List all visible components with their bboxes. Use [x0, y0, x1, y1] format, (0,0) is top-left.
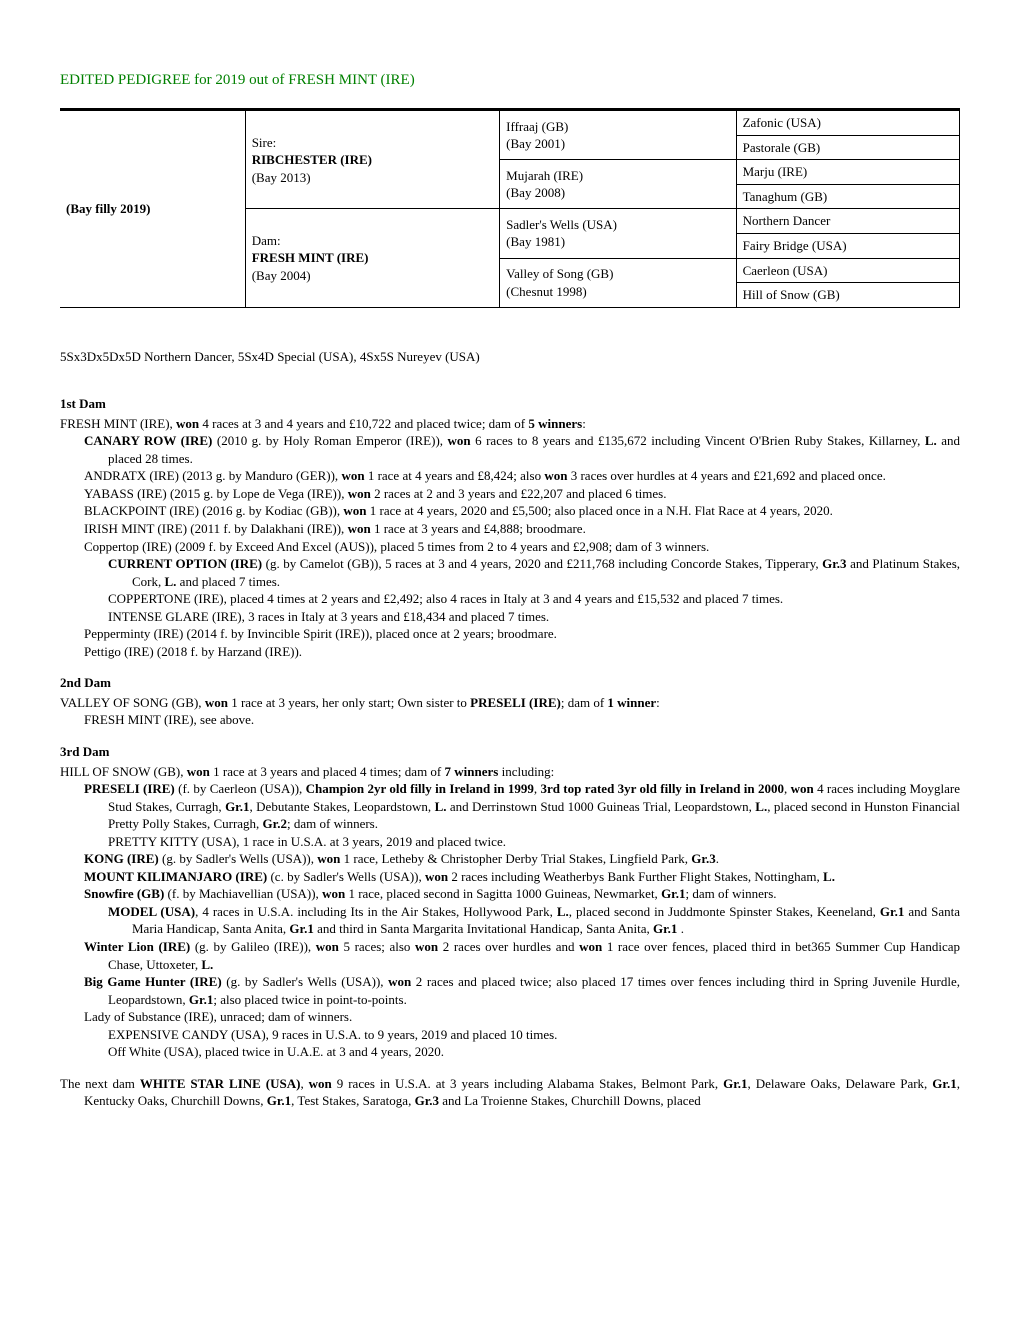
preseli: PRESELI (IRE) (f. by Caerleon (USA)), Ch…	[84, 780, 960, 833]
pedigree-table: (Bay filly 2019) Sire: RIBCHESTER (IRE) …	[60, 110, 960, 307]
dam2-head: 2nd Dam	[60, 674, 960, 692]
pepperminty: Pepperminty (IRE) (2014 f. by Invincible…	[84, 625, 960, 643]
irish-mint: IRISH MINT (IRE) (2011 f. by Dalakhani (…	[84, 520, 960, 538]
yabass: YABASS (IRE) (2015 g. by Lope de Vega (I…	[84, 485, 960, 503]
model: MODEL (USA), 4 races in U.S.A. including…	[108, 903, 960, 938]
big-game-hunter: Big Game Hunter (IRE) (g. by Sadler's We…	[84, 973, 960, 1008]
g4g-cell: Caerleon (USA)	[736, 258, 959, 283]
canary-row: CANARY ROW (IRE) (2010 g. by Holy Roman …	[84, 432, 960, 467]
g3c-cell: Sadler's Wells (USA)(Bay 1981)	[500, 209, 736, 258]
next-dam: The next dam WHITE STAR LINE (USA), won …	[60, 1075, 960, 1110]
dam2-fresh-mint: FRESH MINT (IRE), see above.	[84, 711, 960, 729]
g4h-cell: Hill of Snow (GB)	[736, 283, 959, 308]
lady-of-substance: Lady of Substance (IRE), unraced; dam of…	[84, 1008, 960, 1026]
current-option: CURRENT OPTION (IRE) (g. by Camelot (GB)…	[108, 555, 960, 590]
andratx: ANDRATX (IRE) (2013 g. by Manduro (GER))…	[84, 467, 960, 485]
g4b-cell: Pastorale (GB)	[736, 135, 959, 160]
snowfire: Snowfire (GB) (f. by Machiavellian (USA)…	[84, 885, 960, 903]
dam2-line: VALLEY OF SONG (GB), won 1 race at 3 yea…	[60, 694, 960, 712]
pettigo: Pettigo (IRE) (2018 f. by Harzand (IRE))…	[84, 643, 960, 661]
g4d-cell: Tanaghum (GB)	[736, 184, 959, 209]
dam3-line: HILL OF SNOW (GB), won 1 race at 3 years…	[60, 763, 960, 781]
g3b-cell: Mujarah (IRE)(Bay 2008)	[500, 160, 736, 209]
g3d-cell: Valley of Song (GB)(Chesnut 1998)	[500, 258, 736, 307]
gen1-cell: (Bay filly 2019)	[60, 111, 245, 307]
dam1-head: 1st Dam	[60, 395, 960, 413]
winter-lion: Winter Lion (IRE) (g. by Galileo (IRE)),…	[84, 938, 960, 973]
g4a-cell: Zafonic (USA)	[736, 111, 959, 136]
dam-cell: Dam: FRESH MINT (IRE) (Bay 2004)	[245, 209, 499, 307]
g4f-cell: Fairy Bridge (USA)	[736, 233, 959, 258]
intense-glare: INTENSE GLARE (IRE), 3 races in Italy at…	[108, 608, 960, 626]
sire-cell: Sire: RIBCHESTER (IRE) (Bay 2013)	[245, 111, 499, 209]
pretty-kitty: PRETTY KITTY (USA), 1 race in U.S.A. at …	[108, 833, 960, 851]
dam3-head: 3rd Dam	[60, 743, 960, 761]
g4c-cell: Marju (IRE)	[736, 160, 959, 185]
coppertop: Coppertop (IRE) (2009 f. by Exceed And E…	[84, 538, 960, 556]
coppertone: COPPERTONE (IRE), placed 4 times at 2 ye…	[108, 590, 960, 608]
mount-kilimanjaro: MOUNT KILIMANJARO (IRE) (c. by Sadler's …	[84, 868, 960, 886]
g3a-cell: Iffraaj (GB)(Bay 2001)	[500, 111, 736, 160]
dam1-line: FRESH MINT (IRE), won 4 races at 3 and 4…	[60, 415, 960, 433]
page-title: EDITED PEDIGREE for 2019 out of FRESH MI…	[60, 70, 960, 90]
g4e-cell: Northern Dancer	[736, 209, 959, 234]
off-white: Off White (USA), placed twice in U.A.E. …	[108, 1043, 960, 1061]
kong: KONG (IRE) (g. by Sadler's Wells (USA)),…	[84, 850, 960, 868]
expensive-candy: EXPENSIVE CANDY (USA), 9 races in U.S.A.…	[108, 1026, 960, 1044]
inbreeding-line: 5Sx3Dx5Dx5D Northern Dancer, 5Sx4D Speci…	[60, 348, 960, 366]
blackpoint: BLACKPOINT (IRE) (2016 g. by Kodiac (GB)…	[84, 502, 960, 520]
